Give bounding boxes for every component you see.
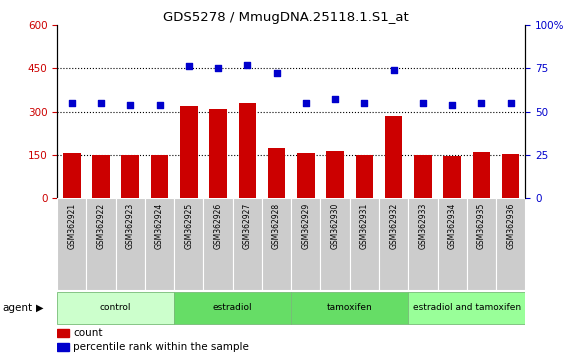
Text: control: control (100, 303, 131, 313)
Point (272, 70, 281, 76)
Text: GSM362926: GSM362926 (214, 203, 223, 249)
Point (389, 67, 398, 73)
Point (67, 100, 77, 105)
Point (96, 100, 106, 105)
Text: estradiol and tamoxifen: estradiol and tamoxifen (413, 303, 521, 313)
Text: GSM362925: GSM362925 (184, 203, 194, 249)
Text: GSM362936: GSM362936 (506, 203, 515, 249)
Point (214, 65, 223, 71)
Point (126, 102, 135, 107)
Bar (467, 198, 496, 290)
Point (360, 100, 369, 105)
Bar (145, 198, 174, 290)
Text: GSM362924: GSM362924 (155, 203, 164, 249)
Bar (349, 198, 379, 290)
Text: GSM362923: GSM362923 (126, 203, 135, 249)
Text: GSM362932: GSM362932 (389, 203, 398, 249)
Point (419, 100, 428, 105)
Bar (180, 106, 198, 198)
Bar (86, 198, 115, 290)
Text: agent: agent (3, 303, 33, 313)
Bar (174, 198, 203, 290)
Bar (57, 292, 174, 324)
Point (301, 100, 311, 105)
Text: GSM362928: GSM362928 (272, 203, 281, 249)
Text: GSM362922: GSM362922 (96, 203, 106, 249)
Bar (291, 198, 320, 290)
Bar (379, 198, 408, 290)
Point (477, 100, 486, 105)
Text: GSM362935: GSM362935 (477, 203, 486, 249)
Bar (473, 152, 490, 198)
Point (331, 97, 340, 102)
Text: percentile rank within the sample: percentile rank within the sample (74, 342, 250, 352)
Bar (57, 329, 69, 337)
Text: ▶: ▶ (36, 303, 43, 313)
Text: GSM362930: GSM362930 (331, 203, 340, 249)
Text: GSM362931: GSM362931 (360, 203, 369, 249)
Text: GSM362921: GSM362921 (67, 203, 77, 249)
Bar (291, 292, 408, 324)
Text: count: count (74, 328, 103, 338)
Bar (502, 154, 520, 198)
Bar (262, 198, 291, 290)
Point (448, 102, 457, 107)
Bar (320, 198, 349, 290)
Bar (408, 198, 437, 290)
Point (506, 100, 515, 105)
Bar (151, 155, 168, 198)
Point (184, 64, 194, 69)
Text: estradiol: estradiol (213, 303, 252, 313)
Text: GSM362934: GSM362934 (448, 203, 457, 249)
Text: tamoxifen: tamoxifen (327, 303, 373, 313)
Bar (297, 153, 315, 198)
Bar (496, 198, 525, 290)
Bar (356, 155, 373, 198)
Bar (63, 153, 81, 198)
Bar (233, 198, 262, 290)
Bar (408, 292, 525, 324)
Bar (174, 292, 291, 324)
Bar (122, 155, 139, 198)
Point (155, 102, 164, 107)
Bar (115, 198, 145, 290)
Bar (57, 343, 69, 351)
Bar (239, 103, 256, 198)
Bar (93, 155, 110, 198)
Point (243, 62, 252, 68)
Bar (444, 156, 461, 198)
Bar (209, 109, 227, 198)
Bar (327, 151, 344, 198)
Text: GSM362929: GSM362929 (301, 203, 311, 249)
Text: GSM362927: GSM362927 (243, 203, 252, 249)
Bar (414, 155, 432, 198)
Bar (268, 148, 286, 198)
Bar (437, 198, 467, 290)
Bar (57, 198, 86, 290)
Bar (385, 116, 403, 198)
Text: GSM362933: GSM362933 (419, 203, 428, 249)
Bar (203, 198, 233, 290)
Text: GDS5278 / MmugDNA.25118.1.S1_at: GDS5278 / MmugDNA.25118.1.S1_at (163, 11, 408, 24)
